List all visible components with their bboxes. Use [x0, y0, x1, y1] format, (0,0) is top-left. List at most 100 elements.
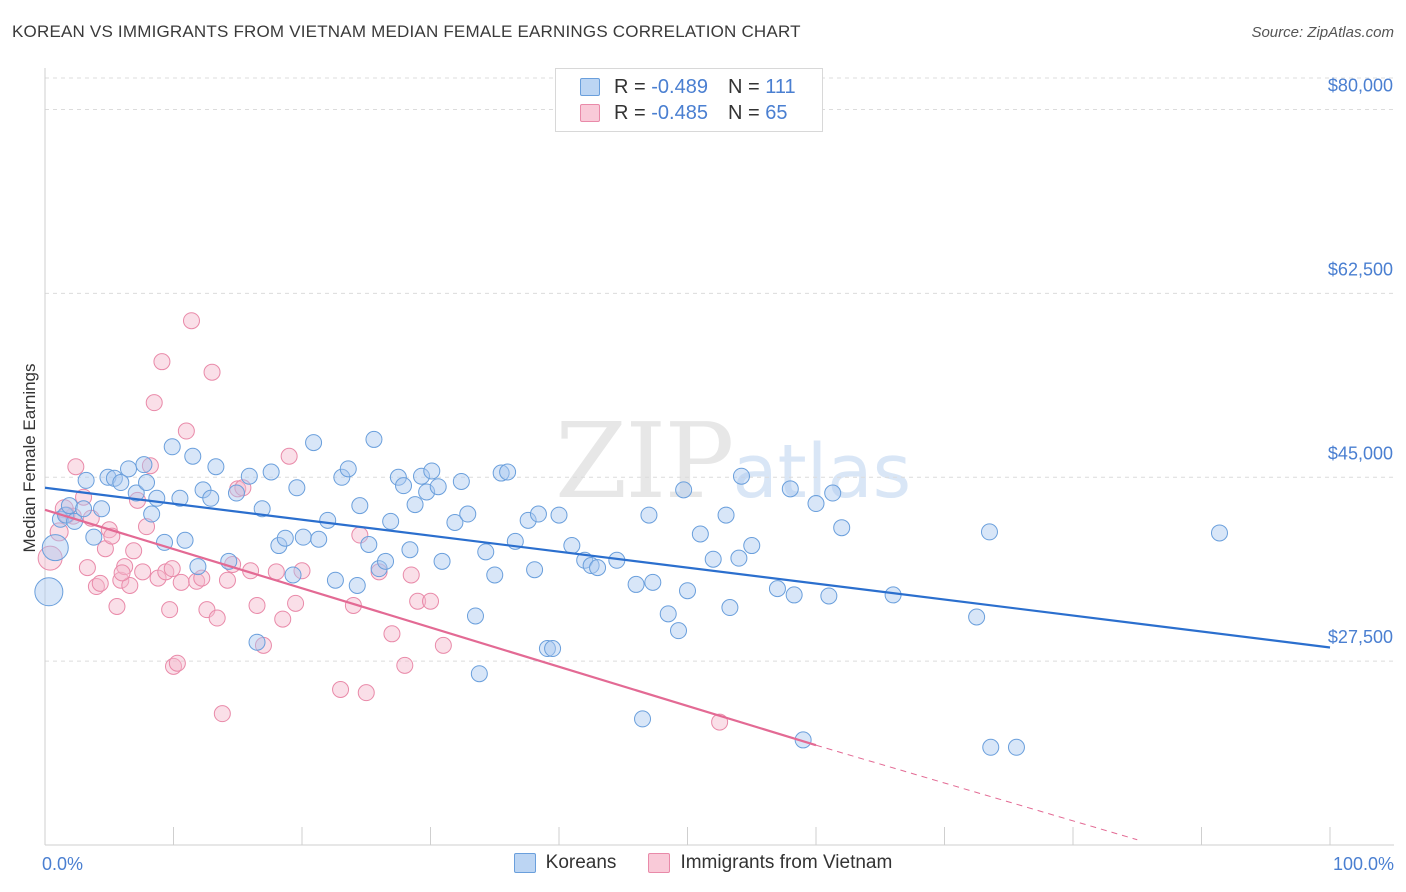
point-korean	[589, 559, 607, 577]
point-korean	[526, 561, 544, 579]
legend-n-label: N =	[727, 101, 760, 124]
legend-r-label: R =	[614, 75, 646, 98]
legend-r-label: R =	[614, 101, 646, 124]
point-vietnam	[161, 601, 179, 619]
axes	[44, 68, 1394, 846]
point-vietnam	[396, 656, 414, 674]
point-korean	[148, 489, 166, 507]
point-vietnam	[267, 563, 285, 581]
point-korean	[499, 463, 517, 481]
legend-item-vietnam[interactable]: Immigrants from Vietnam	[648, 852, 892, 874]
point-korean	[659, 605, 677, 623]
point-korean	[112, 474, 130, 492]
point-vietnam	[248, 596, 266, 614]
point-korean	[305, 434, 323, 452]
point-korean	[429, 478, 447, 496]
y-tick-label: $45,000	[1328, 443, 1393, 463]
point-korean	[433, 552, 451, 570]
point-vietnam	[113, 564, 131, 582]
legend-item-koreans[interactable]: Koreans	[513, 852, 617, 874]
point-vietnam	[280, 447, 298, 465]
point-vietnam	[108, 597, 126, 615]
point-korean	[563, 537, 581, 555]
point-korean	[240, 467, 258, 485]
point-korean	[675, 481, 693, 499]
legend-swatch-vietnam	[648, 853, 671, 873]
point-korean	[99, 468, 117, 486]
watermark: ZIPatlas	[555, 400, 911, 522]
point-korean	[768, 580, 786, 598]
point-korean	[446, 513, 464, 531]
point-vietnam	[112, 571, 130, 589]
point-korean	[833, 519, 851, 537]
point-korean	[143, 505, 161, 523]
x-tick-label-min: 0.0%	[42, 854, 83, 874]
point-korean	[486, 566, 504, 584]
source-label: Source: ZipAtlas.com	[1251, 24, 1394, 41]
watermark-atlas: atlas	[732, 429, 912, 515]
y-tick-label: $80,000	[1328, 76, 1393, 96]
point-korean	[459, 505, 477, 523]
point-vietnam	[145, 394, 163, 412]
point-korean	[41, 534, 69, 562]
point-korean	[77, 471, 95, 489]
point-korean	[691, 525, 709, 543]
point-vietnam	[402, 566, 420, 584]
point-korean	[276, 529, 294, 547]
point-vietnam	[78, 559, 96, 577]
point-korean	[492, 464, 510, 482]
point-korean	[34, 577, 64, 607]
point-korean	[550, 506, 568, 524]
legend-label-koreans: Koreans	[545, 852, 617, 873]
point-korean	[333, 468, 351, 486]
point-korean	[1210, 524, 1228, 542]
point-korean	[730, 549, 748, 567]
point-korean	[310, 530, 328, 548]
point-vietnam	[138, 518, 156, 536]
point-vietnam	[168, 654, 186, 672]
point-vietnam	[125, 542, 143, 560]
point-korean	[207, 458, 225, 476]
point-korean	[351, 497, 369, 515]
point-korean	[704, 550, 722, 568]
point-korean	[413, 467, 431, 485]
y-tick-label: $27,500	[1328, 627, 1393, 647]
point-korean	[202, 489, 220, 507]
legend-r-value: -0.485	[651, 101, 708, 124]
point-korean	[189, 558, 207, 576]
legend-row-koreans: R = -0.489 N = 111	[580, 75, 796, 99]
legend-row-vietnam: R = -0.485 N = 65	[580, 101, 787, 125]
point-vietnam	[67, 458, 85, 476]
point-korean	[529, 505, 547, 523]
point-korean	[248, 633, 266, 651]
point-korean	[288, 479, 306, 497]
point-korean	[127, 484, 145, 502]
point-korean	[477, 543, 495, 561]
watermark-zip: ZIP	[555, 400, 734, 522]
point-korean	[227, 484, 245, 502]
point-korean	[284, 566, 302, 584]
point-vietnam	[274, 610, 292, 628]
point-korean	[582, 557, 600, 575]
point-korean	[640, 506, 658, 524]
point-korean	[470, 665, 488, 683]
point-korean	[401, 541, 419, 559]
point-vietnam	[91, 574, 109, 592]
point-vietnam	[293, 562, 311, 580]
legend-swatch-blue	[580, 78, 600, 96]
point-korean	[171, 489, 189, 507]
point-korean	[138, 474, 156, 492]
point-korean	[382, 512, 400, 530]
point-korean	[389, 468, 407, 486]
point-korean	[184, 447, 202, 465]
legend-n-value: 65	[765, 101, 788, 124]
point-korean	[348, 576, 366, 594]
point-korean	[634, 710, 652, 728]
point-korean	[395, 477, 413, 495]
point-korean	[120, 460, 138, 478]
legend-n-label: N =	[727, 75, 760, 98]
point-vietnam	[287, 594, 305, 612]
trend-koreans	[44, 486, 1331, 649]
point-korean	[60, 497, 78, 515]
